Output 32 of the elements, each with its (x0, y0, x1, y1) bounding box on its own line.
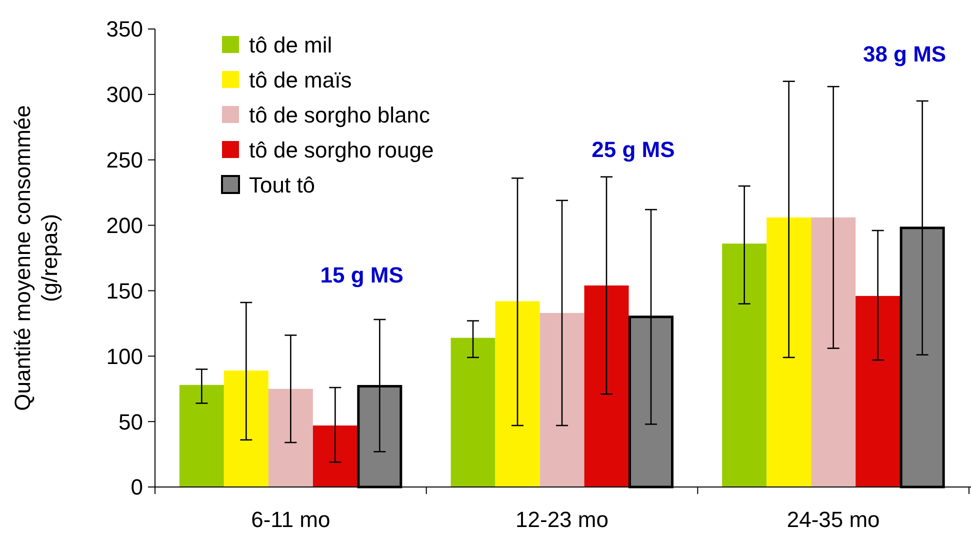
legend-label: tô de sorgho blanc (249, 102, 430, 128)
bar (224, 370, 268, 487)
bar (856, 296, 900, 487)
bar (312, 425, 358, 487)
y-tick-label: 350 (106, 16, 143, 42)
y-axis-title: Quantité moyenne consommée (g/repas) (10, 105, 62, 411)
legend-label: tô de mil (249, 32, 332, 58)
bar (722, 244, 767, 487)
x-tick-label: 12-23 mo (516, 507, 608, 532)
bar (584, 285, 629, 487)
y-tick-label: 200 (106, 212, 143, 238)
bar (540, 312, 584, 487)
x-tick-label: 24-35 mo (786, 507, 880, 532)
legend-label: tô de sorgho rouge (249, 138, 434, 163)
bar (811, 217, 856, 487)
legend-label: tô de maïs (249, 68, 352, 93)
y-tick-label: 250 (106, 148, 143, 173)
y-tick-label: 50 (118, 409, 143, 434)
y-tick-label: 100 (106, 344, 143, 369)
bar (268, 388, 313, 487)
bar (495, 301, 540, 487)
y-tick-label: 150 (106, 278, 143, 304)
annotation: 38 g MS (862, 41, 946, 66)
bar (179, 384, 224, 487)
bar (766, 217, 812, 487)
annotation: 15 g MS (320, 262, 404, 288)
legend-label: Tout tô (249, 172, 316, 198)
annotation: 25 g MS (592, 136, 675, 162)
bar (450, 338, 496, 487)
y-tick-label: 300 (106, 82, 143, 108)
y-tick-label: 0 (130, 474, 143, 500)
x-tick-label: 6-11 mo (251, 507, 330, 532)
